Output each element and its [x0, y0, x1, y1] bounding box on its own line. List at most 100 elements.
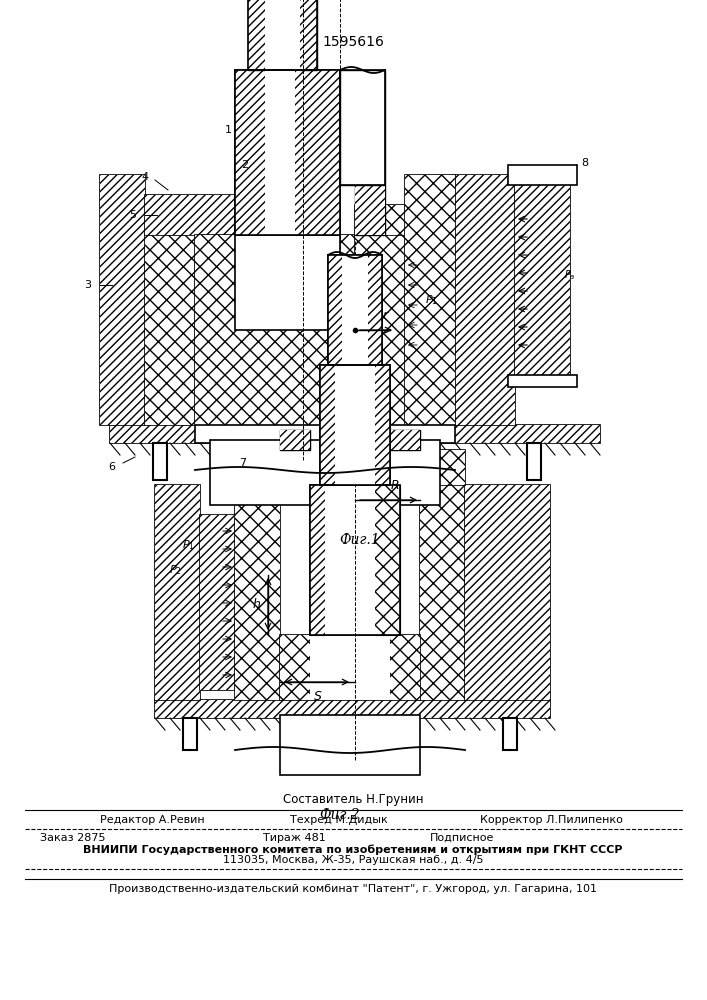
Text: r: r	[382, 309, 387, 322]
Bar	[340, 70, 385, 185]
Text: Тираж 481: Тираж 481	[263, 833, 326, 843]
Text: R: R	[391, 479, 399, 492]
Bar	[355, 205, 405, 235]
Text: Корректор Л.Пилипенко: Корректор Л.Пилипенко	[480, 815, 623, 825]
Bar	[310, 635, 390, 700]
Bar	[145, 195, 235, 235]
Bar	[420, 485, 465, 700]
Bar	[325, 485, 375, 635]
Bar	[420, 485, 465, 700]
Text: 1595616: 1595616	[322, 35, 384, 49]
Bar	[465, 485, 550, 700]
Bar	[508, 375, 577, 387]
Bar	[248, 0, 317, 70]
Bar	[100, 175, 145, 425]
Bar	[235, 70, 265, 235]
Bar	[155, 700, 550, 718]
Bar	[355, 205, 405, 235]
Bar	[300, 0, 317, 70]
Text: 3: 3	[85, 280, 91, 290]
Bar	[310, 485, 325, 635]
Bar	[405, 175, 455, 425]
Bar	[153, 443, 167, 480]
Text: 4: 4	[141, 172, 148, 182]
Text: Подписное: Подписное	[430, 833, 494, 843]
Text: Фиг.1: Фиг.1	[339, 533, 380, 547]
Bar	[145, 235, 195, 425]
Bar	[340, 70, 385, 185]
Bar	[280, 635, 420, 700]
Bar	[145, 235, 195, 425]
Bar	[100, 175, 145, 425]
Text: Техред М.Дидык: Техред М.Дидык	[290, 815, 387, 825]
Bar	[355, 235, 405, 425]
Text: Редактор А.Ревин: Редактор А.Ревин	[100, 815, 204, 825]
Bar	[200, 515, 235, 690]
Text: 8: 8	[581, 158, 588, 168]
Text: 5: 5	[129, 210, 136, 220]
Bar	[280, 430, 310, 450]
Bar	[335, 365, 375, 485]
Bar	[503, 718, 517, 750]
Text: Составитель Н.Грунин: Составитель Н.Грунин	[283, 794, 423, 806]
Bar	[455, 175, 515, 425]
Bar	[310, 485, 400, 635]
Bar	[368, 255, 382, 365]
Bar	[235, 450, 465, 485]
Bar	[110, 425, 600, 443]
Bar	[375, 485, 400, 635]
Bar	[310, 485, 390, 635]
Bar	[455, 175, 515, 425]
Bar	[235, 70, 265, 235]
Bar	[320, 365, 390, 485]
Bar	[465, 485, 550, 700]
Bar	[295, 70, 340, 235]
Bar	[515, 175, 570, 385]
Text: $P_1$: $P_1$	[182, 538, 194, 552]
Bar	[145, 195, 235, 235]
Bar	[195, 425, 455, 443]
Bar	[515, 175, 570, 385]
Bar	[355, 185, 385, 235]
Bar	[390, 430, 420, 450]
Bar	[110, 425, 600, 443]
Bar	[210, 440, 440, 505]
Bar	[280, 430, 310, 450]
Bar	[280, 635, 420, 700]
Bar	[200, 515, 235, 690]
Text: $P_1$: $P_1$	[425, 293, 438, 307]
Bar	[248, 0, 265, 70]
Bar	[328, 255, 382, 365]
Text: ВНИИПИ Государственного комитета по изобретениям и открытиям при ГКНТ СССР: ВНИИПИ Государственного комитета по изоб…	[83, 845, 623, 855]
Bar	[195, 235, 355, 425]
Bar	[375, 485, 400, 635]
Text: Фиг.2: Фиг.2	[320, 808, 361, 822]
Bar	[355, 185, 385, 235]
Text: $P_a$: $P_a$	[564, 268, 575, 282]
Text: 113035, Москва, Ж-35, Раушская наб., д. 4/5: 113035, Москва, Ж-35, Раушская наб., д. …	[223, 855, 484, 865]
Bar	[235, 450, 465, 485]
Bar	[155, 700, 550, 718]
Bar	[183, 718, 197, 750]
Bar	[508, 165, 577, 185]
Text: Заказ 2875: Заказ 2875	[40, 833, 105, 843]
Bar	[248, 0, 265, 70]
Bar	[235, 485, 280, 700]
Text: S: S	[314, 690, 322, 703]
Bar	[235, 70, 340, 235]
Bar	[235, 485, 280, 700]
Bar	[405, 175, 455, 425]
Bar	[328, 255, 382, 365]
Bar	[342, 255, 368, 365]
Bar	[342, 72, 383, 183]
Text: 2: 2	[241, 160, 249, 170]
Bar	[527, 443, 541, 480]
Bar	[235, 235, 340, 330]
Bar	[320, 365, 390, 485]
Bar	[320, 365, 335, 485]
Bar	[280, 715, 420, 775]
Bar	[355, 235, 405, 425]
Bar	[310, 485, 325, 635]
Text: 1: 1	[225, 125, 231, 135]
Bar	[195, 235, 355, 425]
